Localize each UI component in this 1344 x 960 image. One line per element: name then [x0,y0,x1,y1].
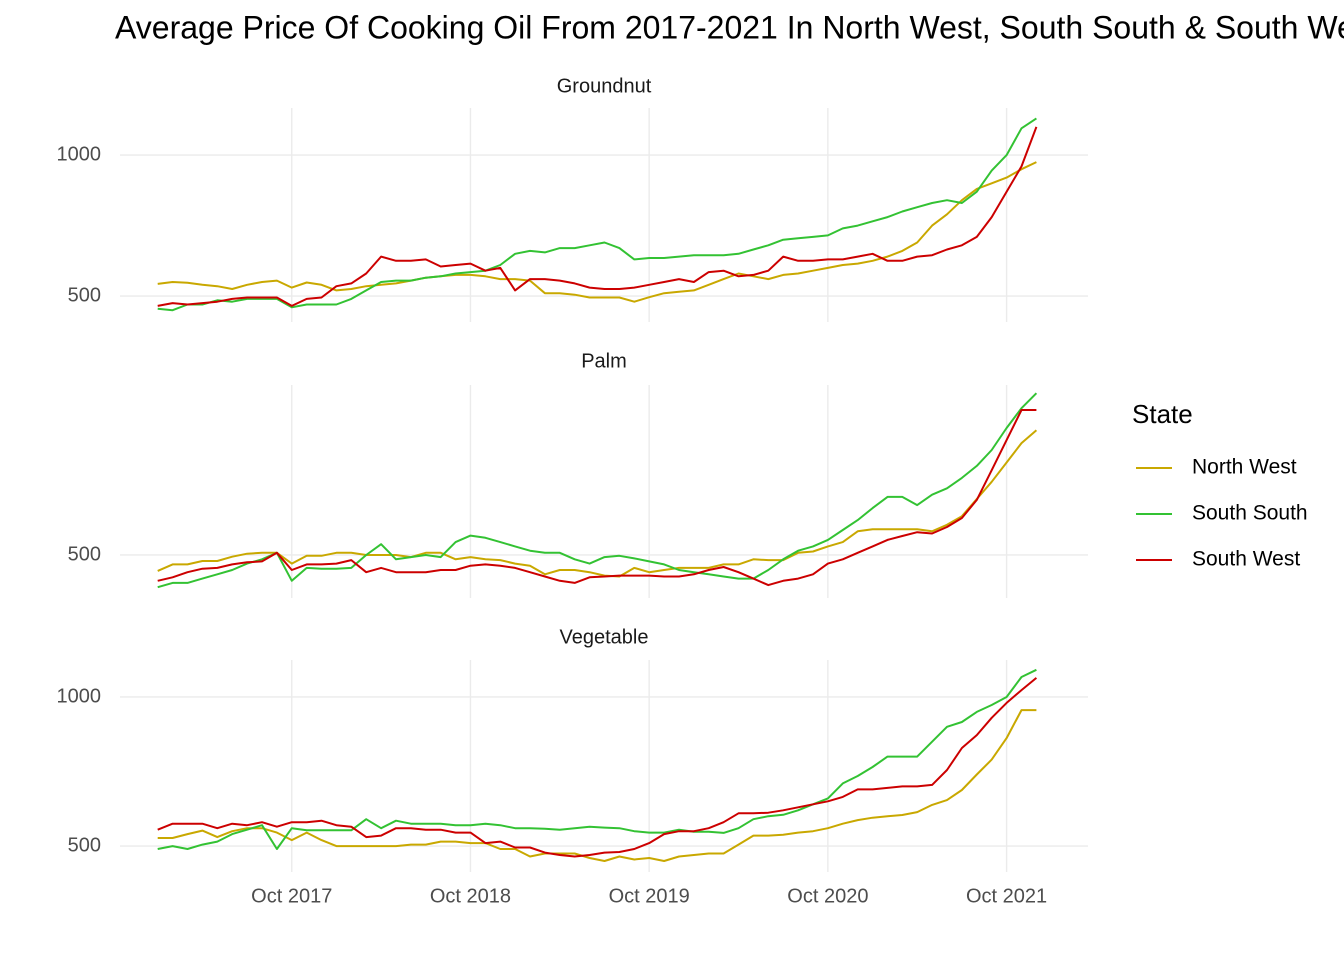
y-tick-label: 500 [68,284,101,306]
x-tick-label: Oct 2018 [430,885,511,907]
x-tick-label: Oct 2017 [251,885,332,907]
data-line [157,668,1037,850]
chart-title: Average Price Of Cooking Oil From 2017-2… [115,9,1344,45]
legend-title: State [1132,399,1193,429]
legend-label: South West [1192,548,1300,571]
data-line [157,429,1038,578]
data-line [157,126,1038,307]
y-tick-label: 500 [68,834,101,856]
legend-label: North West [1192,456,1297,479]
data-line [157,117,1037,312]
legend-label: South South [1192,502,1308,525]
x-tick-label: Oct 2021 [966,885,1047,907]
data-line [157,392,1038,589]
y-tick-label: 1000 [57,143,102,165]
y-tick-label: 1000 [57,685,102,707]
x-tick-label: Oct 2020 [787,885,868,907]
y-tick-label: 500 [68,543,101,565]
x-tick-label: Oct 2019 [609,885,690,907]
data-line [157,161,1037,303]
facet-label: Groundnut [557,75,652,97]
data-line [157,677,1038,858]
facet-label: Palm [581,350,627,372]
data-line [157,709,1037,862]
data-line [157,409,1037,587]
facet-label: Vegetable [560,626,649,648]
